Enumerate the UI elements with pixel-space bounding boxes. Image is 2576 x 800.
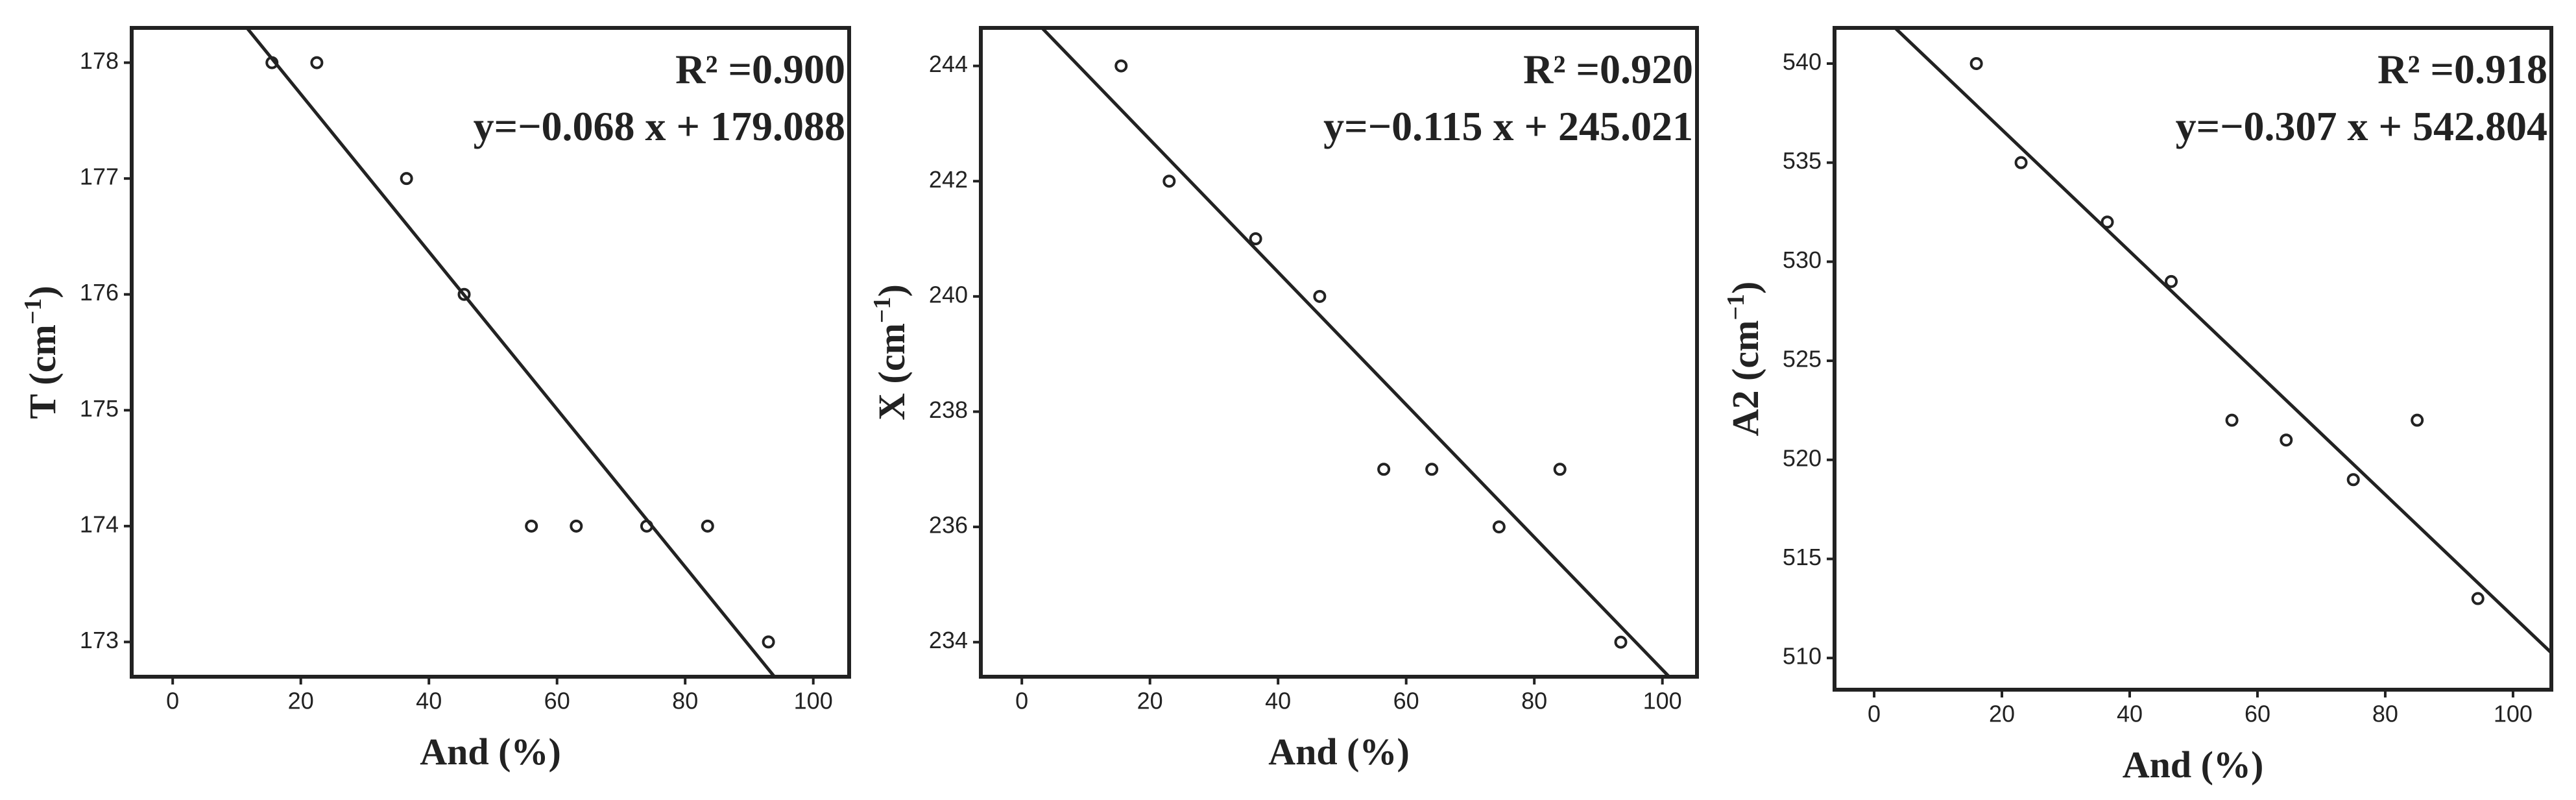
point [1249, 232, 1262, 246]
point [2346, 473, 2360, 487]
y-label-end: ) [1724, 282, 1766, 294]
fit-line [245, 28, 777, 677]
y-label-end: ) [871, 284, 913, 297]
y-label-sup: −1 [19, 298, 47, 325]
point [2280, 433, 2293, 447]
fit-line [1039, 28, 1672, 677]
point [2471, 592, 2485, 605]
x-tick-label: 0 [1015, 688, 1028, 714]
plot-frame [979, 26, 1699, 679]
x-tick-label: 40 [416, 688, 442, 714]
y-label-main: X (cm [871, 323, 913, 420]
x-tick-label: 0 [1868, 701, 1881, 727]
y-tick-label: 525 [1783, 346, 1822, 372]
y-tick-label: 535 [1783, 147, 1822, 174]
annotation: y=−0.068 x + 179.088 [474, 103, 845, 149]
x-tick-label: 40 [2117, 701, 2143, 727]
y-tick-label: 242 [929, 166, 968, 193]
y-tick-label: 236 [929, 512, 968, 539]
point [265, 56, 279, 69]
y-tick-label: 177 [80, 164, 119, 190]
y-tick-label: 244 [929, 51, 968, 77]
y-axis-label: X (cm−1) [869, 284, 913, 420]
point [2101, 215, 2114, 229]
y-tick-label: 173 [80, 627, 119, 653]
point [1377, 463, 1391, 476]
point [1553, 463, 1567, 476]
x-tick-label: 100 [2494, 701, 2533, 727]
y-tick-label: 178 [80, 47, 119, 74]
point [570, 519, 583, 533]
y-tick-label: 540 [1783, 48, 1822, 75]
point [1114, 59, 1128, 73]
point [1313, 289, 1327, 303]
point [1969, 56, 1983, 70]
y-tick-label: 234 [929, 627, 968, 653]
panel: 0 20 40 60 80 100 234 236 238 240 242 244 And (%) X (… [869, 26, 1699, 773]
point [2225, 413, 2239, 427]
point [2411, 413, 2424, 427]
point [400, 172, 413, 186]
x-tick-label: 40 [1265, 688, 1291, 714]
y-tick-label: 510 [1783, 643, 1822, 670]
annotation: R² =0.918 [2377, 46, 2547, 92]
x-tick-label: 60 [2245, 701, 2270, 727]
x-tick-label: 20 [1137, 688, 1163, 714]
point [762, 635, 775, 649]
x-tick-label: 20 [1989, 701, 2015, 727]
x-tick-label: 60 [1393, 688, 1419, 714]
annotation: y=−0.307 x + 542.804 [2176, 103, 2547, 149]
x-tick-label: 80 [672, 688, 698, 714]
point [310, 56, 324, 69]
point [640, 519, 653, 533]
y-tick-label: 238 [929, 396, 968, 423]
y-tick-label: 520 [1783, 444, 1822, 471]
point [2165, 274, 2178, 288]
point [525, 519, 538, 533]
point [1614, 635, 1628, 649]
panel: 0 20 40 60 80 100 173 174 175 176 177 178 And (%) T (… [19, 26, 851, 773]
point [1492, 520, 1506, 534]
y-tick-label: 530 [1783, 247, 1822, 273]
x-axis-label: And (%) [2123, 744, 2264, 786]
annotation: R² =0.920 [1523, 46, 1693, 92]
x-tick-label: 100 [794, 688, 833, 714]
x-tick-label: 100 [1643, 688, 1682, 714]
y-axis-label: A2 (cm−1) [1722, 282, 1766, 437]
point [2014, 156, 2028, 169]
panel: 0 20 40 60 80 100 510 515 520 525 530 535 540 And (%)… [1722, 26, 2553, 786]
x-tick-label: 60 [544, 688, 570, 714]
y-tick-label: 175 [80, 395, 119, 422]
y-tick-label: 515 [1783, 544, 1822, 570]
point [457, 287, 471, 301]
y-label-end: ) [21, 285, 64, 298]
x-axis-label: And (%) [1268, 731, 1410, 773]
point [1162, 175, 1176, 188]
y-label-main: T (cm [21, 324, 64, 419]
plot-frame [130, 26, 851, 679]
y-tick-label: 174 [80, 511, 119, 537]
x-tick-label: 80 [2372, 701, 2398, 727]
y-axis-label: T (cm−1) [19, 285, 64, 419]
point [701, 519, 714, 533]
y-tick-label: 176 [80, 279, 119, 306]
x-axis-label: And (%) [420, 731, 561, 773]
x-tick-label: 80 [1521, 688, 1547, 714]
fit-line [1892, 28, 2551, 654]
y-label-main: A2 (cm [1724, 321, 1766, 437]
annotation: R² =0.900 [675, 46, 845, 92]
plot-frame [1833, 26, 2553, 692]
y-label-sup: −1 [869, 297, 896, 323]
y-tick-label: 240 [929, 281, 968, 308]
x-tick-label: 0 [166, 688, 179, 714]
y-label-sup: −1 [1722, 294, 1750, 321]
point [1425, 463, 1439, 476]
x-tick-label: 20 [288, 688, 314, 714]
annotation: y=−0.115 x + 245.021 [1323, 103, 1693, 149]
